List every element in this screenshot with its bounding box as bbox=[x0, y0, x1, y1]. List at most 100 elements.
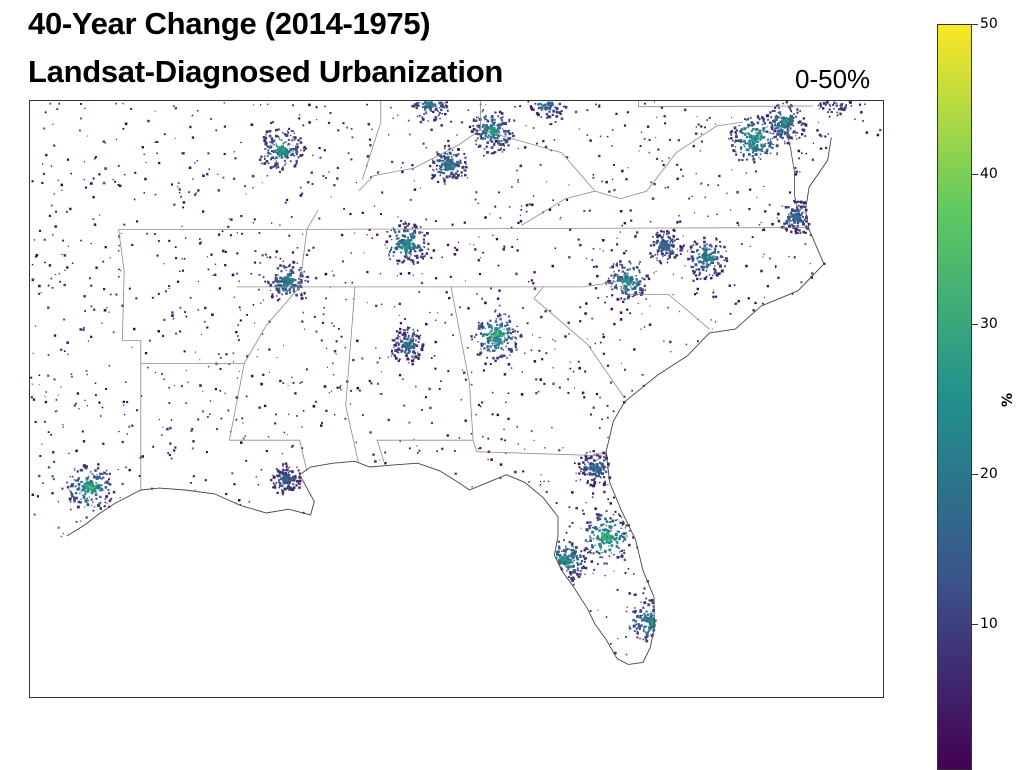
urban-pixel bbox=[45, 153, 48, 157]
urban-pixel bbox=[93, 510, 95, 512]
urban-pixel bbox=[498, 289, 501, 292]
urban-pixel bbox=[99, 472, 102, 475]
urban-pixel bbox=[571, 579, 574, 582]
urban-pixel bbox=[612, 263, 615, 265]
urban-pixel bbox=[441, 447, 444, 451]
urban-pixel bbox=[665, 244, 668, 248]
urban-pixel bbox=[589, 610, 592, 612]
urban-pixel bbox=[762, 120, 765, 123]
urban-pixel bbox=[362, 414, 364, 416]
urban-pixel bbox=[479, 405, 482, 408]
urban-pixel bbox=[745, 149, 748, 152]
urban-pixel bbox=[734, 146, 737, 148]
urban-pixel bbox=[598, 105, 601, 108]
urban-pixel bbox=[719, 255, 723, 258]
urban-pixel bbox=[408, 349, 410, 351]
urban-pixel bbox=[714, 321, 717, 323]
urban-pixel bbox=[175, 332, 177, 335]
urban-pixel bbox=[650, 614, 653, 617]
urban-pixel bbox=[425, 106, 428, 109]
urban-pixel bbox=[107, 489, 110, 491]
urban-pixel bbox=[496, 137, 499, 140]
urban-pixel bbox=[454, 165, 457, 168]
urban-pixel bbox=[300, 186, 302, 189]
urban-pixel bbox=[328, 171, 330, 173]
urban-pixel bbox=[484, 126, 487, 129]
urban-pixel bbox=[753, 137, 757, 141]
urban-pixel bbox=[236, 272, 239, 275]
urban-pixel bbox=[490, 329, 493, 332]
urban-pixel bbox=[291, 376, 293, 378]
urban-pixel bbox=[438, 101, 442, 105]
urban-pixel bbox=[552, 339, 554, 341]
urban-pixel bbox=[630, 286, 632, 288]
urban-pixel bbox=[60, 535, 62, 538]
urban-pixel bbox=[217, 173, 219, 175]
urban-pixel bbox=[508, 132, 511, 135]
urban-pixel bbox=[558, 547, 561, 550]
urban-pixel bbox=[472, 118, 475, 121]
urban-pixel bbox=[93, 223, 97, 226]
urban-pixel bbox=[725, 259, 729, 263]
urban-pixel bbox=[409, 326, 411, 329]
urban-pixel bbox=[646, 274, 649, 278]
urban-pixel bbox=[658, 260, 662, 263]
urban-pixel bbox=[645, 638, 647, 641]
urban-pixel bbox=[82, 488, 86, 492]
urban-pixel bbox=[75, 449, 78, 453]
urban-pixel bbox=[676, 221, 679, 224]
urban-pixel bbox=[667, 258, 669, 260]
urban-pixel bbox=[530, 430, 533, 432]
urban-pixel bbox=[659, 262, 663, 265]
urban-pixel bbox=[368, 228, 371, 231]
urban-pixel bbox=[566, 562, 569, 566]
urban-pixel bbox=[585, 502, 587, 504]
urban-pixel bbox=[593, 568, 596, 571]
urban-pixel bbox=[408, 334, 410, 337]
urban-pixel bbox=[573, 552, 577, 556]
urban-pixel bbox=[184, 237, 187, 239]
urban-pixel bbox=[327, 366, 328, 368]
urban-pixel bbox=[822, 101, 826, 105]
urban-pixel bbox=[103, 471, 105, 474]
urban-pixel bbox=[47, 466, 51, 469]
urban-pixel bbox=[840, 113, 842, 116]
urban-pixel bbox=[82, 328, 85, 331]
urban-pixel bbox=[494, 311, 496, 313]
urban-pixel bbox=[774, 135, 777, 139]
urban-pixel bbox=[450, 153, 452, 155]
urban-pixel bbox=[598, 467, 602, 471]
urban-pixel bbox=[606, 404, 609, 407]
urban-pixel bbox=[622, 535, 625, 538]
urban-pixel bbox=[774, 127, 777, 130]
urban-pixel bbox=[294, 278, 297, 282]
urban-pixel bbox=[748, 139, 751, 142]
urban-pixel bbox=[171, 311, 174, 314]
urban-pixel bbox=[490, 129, 492, 132]
urban-pixel bbox=[749, 139, 753, 143]
urban-pixel bbox=[323, 307, 325, 309]
urban-pixel bbox=[688, 197, 691, 200]
urban-pixel bbox=[605, 284, 607, 286]
urban-pixel bbox=[713, 257, 715, 260]
urban-pixel bbox=[627, 282, 630, 285]
urban-pixel bbox=[545, 112, 549, 116]
urban-pixel bbox=[173, 385, 175, 387]
urban-pixel bbox=[38, 384, 40, 386]
urban-pixel bbox=[740, 128, 743, 131]
urban-pixel bbox=[82, 494, 84, 497]
urban-pixel bbox=[492, 234, 494, 237]
urban-pixel bbox=[92, 218, 95, 220]
urban-pixel bbox=[283, 141, 286, 144]
urban-pixel bbox=[558, 204, 560, 206]
urban-pixel bbox=[779, 128, 783, 131]
urban-pixel bbox=[262, 373, 265, 376]
urban-pixel bbox=[390, 355, 392, 357]
urban-pixel bbox=[268, 348, 271, 351]
urban-pixel bbox=[128, 468, 131, 472]
urban-pixel bbox=[292, 150, 294, 153]
urban-pixel bbox=[450, 313, 453, 316]
urban-pixel bbox=[629, 209, 632, 212]
urban-pixel bbox=[117, 165, 120, 167]
urban-pixel bbox=[735, 151, 737, 153]
